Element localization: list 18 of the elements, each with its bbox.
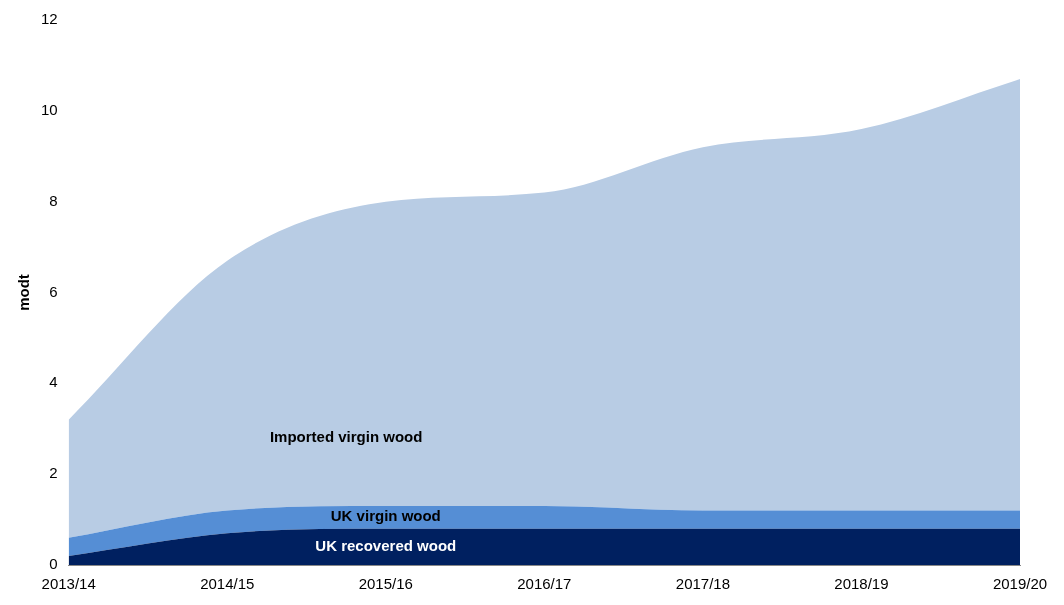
x-tick-label: 2017/18 <box>675 575 731 593</box>
y-tick-label: 4 <box>49 373 58 391</box>
series-label: UK virgin wood <box>330 507 441 525</box>
y-tick-label: 10 <box>41 100 58 118</box>
series-label: UK recovered wood <box>315 536 457 554</box>
x-tick-label: 2015/16 <box>358 575 413 593</box>
y-tick-label: 8 <box>49 191 58 209</box>
y-tick-label: 2 <box>49 464 58 482</box>
x-tick-label: 2013/14 <box>41 575 96 593</box>
y-tick-label: 6 <box>49 282 58 300</box>
y-tick-label: 0 <box>49 555 58 573</box>
x-tick-label: 2016/17 <box>517 575 572 593</box>
x-tick-label: 2019/20 <box>992 575 1048 593</box>
series-label: Imported virgin wood <box>269 427 423 445</box>
y-tick-label: 12 <box>41 10 58 28</box>
y-axis-title: modt <box>15 274 33 311</box>
x-tick-label: 2018/19 <box>834 575 889 593</box>
x-tick-label: 2014/15 <box>200 575 255 593</box>
